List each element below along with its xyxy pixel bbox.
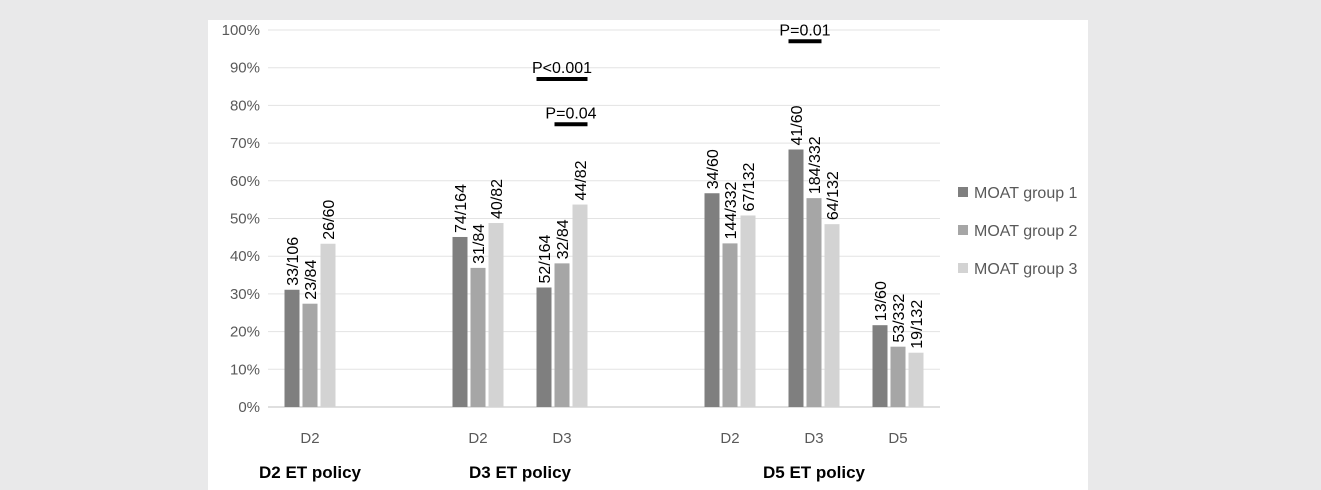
- y-tick-label: 80%: [230, 97, 260, 114]
- bar: [572, 204, 588, 407]
- bar: [872, 325, 888, 407]
- data-label: 19/132: [909, 300, 926, 349]
- bar: [536, 287, 552, 407]
- group-label: D5 ET policy: [763, 463, 866, 482]
- data-label: 67/132: [741, 162, 758, 211]
- group-label: D2 ET policy: [259, 463, 362, 482]
- y-tick-label: 10%: [230, 361, 260, 378]
- bar: [890, 346, 906, 407]
- data-label: 26/60: [321, 200, 338, 240]
- bar: [302, 303, 318, 407]
- y-tick-label: 40%: [230, 248, 260, 265]
- p-value-label: P<0.001: [532, 60, 592, 77]
- x-tick-label: D3: [804, 430, 823, 447]
- data-label: 13/60: [873, 281, 890, 321]
- data-label: 144/332: [723, 181, 740, 239]
- p-value-label: P=0.04: [545, 105, 596, 122]
- bar: [320, 243, 336, 407]
- data-label: 23/84: [303, 260, 320, 300]
- bar: [806, 198, 822, 407]
- bar: [788, 149, 804, 407]
- data-label: 184/332: [807, 136, 824, 194]
- chart-panel: 0% 10% 20% 30% 40% 50% 60% 70% 80% 90% 100% 33/106 2…: [208, 20, 1088, 490]
- data-label: 33/106: [285, 237, 302, 286]
- data-label: 31/84: [471, 224, 488, 264]
- y-tick-label: 90%: [230, 60, 260, 77]
- data-label: 53/332: [891, 294, 908, 343]
- legend-label: MOAT group 3: [974, 261, 1078, 278]
- bar: [554, 263, 570, 407]
- data-label: 74/164: [453, 184, 470, 233]
- y-tick-label: 30%: [230, 286, 260, 303]
- data-label: 40/82: [489, 179, 506, 219]
- y-tick-label: 60%: [230, 173, 260, 190]
- legend-swatch: [958, 263, 968, 273]
- legend-label: MOAT group 1: [974, 185, 1078, 202]
- x-tick-label: D2: [300, 430, 319, 447]
- legend-swatch: [958, 187, 968, 197]
- bar: [722, 243, 738, 407]
- bar-chart: 0%10%20%30%40%50%60%70%80%90%100%33/106 2…: [222, 22, 1078, 482]
- data-label: 41/60: [789, 105, 806, 145]
- bar: [452, 236, 468, 407]
- y-tick-label: 70%: [230, 135, 260, 152]
- data-label: 52/164: [537, 234, 554, 283]
- data-label: 64/132: [825, 171, 842, 220]
- bar: [488, 223, 504, 407]
- data-label: 44/82: [573, 160, 590, 200]
- data-label: 32/84: [555, 219, 572, 259]
- y-tick-label: 20%: [230, 324, 260, 341]
- y-tick-label: 50%: [230, 211, 260, 228]
- x-tick-label: D2: [720, 430, 739, 447]
- x-tick-label: D2: [468, 430, 487, 447]
- x-tick-label: D3: [552, 430, 571, 447]
- bar: [470, 267, 486, 407]
- bar: [740, 215, 756, 407]
- bar: [824, 224, 840, 407]
- data-label: 34/60: [705, 149, 722, 189]
- y-tick-label: 0%: [238, 399, 260, 416]
- p-value-label: P=0.01: [779, 22, 830, 39]
- bar: [908, 352, 924, 407]
- legend-label: MOAT group 2: [974, 223, 1078, 240]
- y-tick-label: 100%: [222, 22, 260, 39]
- x-tick-label: D5: [888, 430, 907, 447]
- legend-swatch: [958, 225, 968, 235]
- bar: [704, 193, 720, 407]
- bar: [284, 289, 300, 407]
- group-label: D3 ET policy: [469, 463, 572, 482]
